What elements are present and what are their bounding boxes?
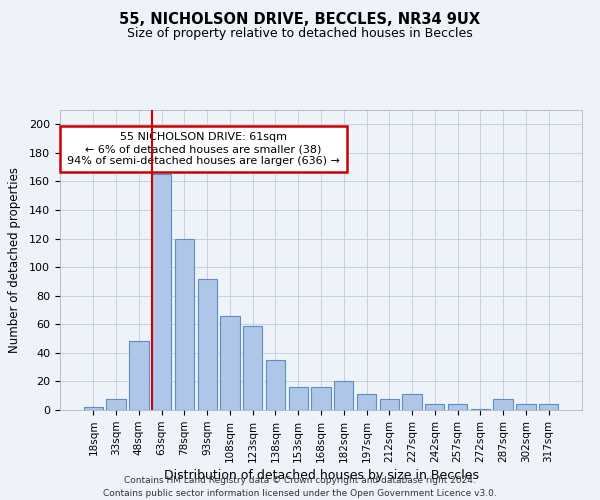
- Y-axis label: Number of detached properties: Number of detached properties: [8, 167, 21, 353]
- Bar: [334, 382, 353, 410]
- Text: 55 NICHOLSON DRIVE: 61sqm
← 6% of detached houses are smaller (38)
94% of semi-d: 55 NICHOLSON DRIVE: 61sqm ← 6% of detach…: [67, 132, 340, 166]
- Bar: [425, 404, 445, 410]
- Bar: [470, 408, 490, 410]
- Bar: [539, 404, 558, 410]
- X-axis label: Distribution of detached houses by size in Beccles: Distribution of detached houses by size …: [163, 469, 479, 482]
- Bar: [380, 398, 399, 410]
- Text: Contains HM Land Registry data © Crown copyright and database right 2024.
Contai: Contains HM Land Registry data © Crown c…: [103, 476, 497, 498]
- Text: 55, NICHOLSON DRIVE, BECCLES, NR34 9UX: 55, NICHOLSON DRIVE, BECCLES, NR34 9UX: [119, 12, 481, 28]
- Bar: [84, 407, 103, 410]
- Bar: [516, 404, 536, 410]
- Bar: [403, 394, 422, 410]
- Bar: [311, 387, 331, 410]
- Bar: [129, 342, 149, 410]
- Bar: [448, 404, 467, 410]
- Bar: [152, 174, 172, 410]
- Bar: [493, 398, 513, 410]
- Bar: [289, 387, 308, 410]
- Bar: [106, 398, 126, 410]
- Bar: [175, 238, 194, 410]
- Bar: [220, 316, 239, 410]
- Bar: [357, 394, 376, 410]
- Bar: [243, 326, 262, 410]
- Bar: [197, 278, 217, 410]
- Bar: [266, 360, 285, 410]
- Text: Size of property relative to detached houses in Beccles: Size of property relative to detached ho…: [127, 28, 473, 40]
